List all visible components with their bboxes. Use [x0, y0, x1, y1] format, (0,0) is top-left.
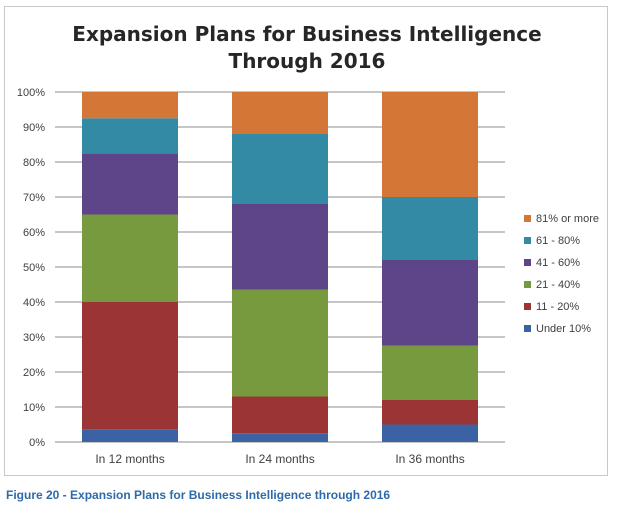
y-tick-label: 20%	[23, 367, 45, 379]
bar-segment	[232, 134, 328, 204]
legend-swatch	[524, 259, 531, 266]
y-tick-label: 70%	[23, 192, 45, 204]
bar-segment	[232, 396, 328, 434]
chart-title-line-2: Through 2016	[228, 49, 386, 73]
bar-segment	[382, 260, 478, 346]
stacked-bar-chart: 0% 10% 20% 30% 40% 50% 60% 70% 80% 90% 100% In 12 m…	[17, 87, 599, 466]
bar-segment	[382, 92, 478, 197]
legend-swatch	[524, 325, 531, 332]
legend-swatch	[524, 281, 531, 288]
chart-title-line-1: Expansion Plans for Business Intelligenc…	[72, 22, 542, 46]
y-tick-label: 40%	[23, 297, 45, 309]
bar-segment	[82, 214, 178, 302]
legend-swatch	[524, 237, 531, 244]
bar-segment	[82, 429, 178, 442]
legend-label: 81% or more	[536, 213, 599, 225]
bar-segment	[232, 433, 328, 442]
legend-swatch	[524, 215, 531, 222]
legend-label: 11 - 20%	[536, 301, 579, 313]
bar-segment	[232, 289, 328, 397]
legend-label: 41 - 60%	[536, 257, 580, 269]
chart-title: Expansion Plans for Business Intelligenc…	[5, 21, 609, 75]
bar-segment	[232, 204, 328, 290]
bar-segment	[82, 153, 178, 215]
figure-caption: Figure 20 - Expansion Plans for Business…	[6, 488, 391, 502]
y-tick-label: 90%	[23, 122, 45, 134]
y-tick-label: 0%	[29, 437, 45, 449]
y-tick-label: 100%	[17, 87, 45, 99]
bar-segment	[382, 424, 478, 442]
y-tick-label: 80%	[23, 157, 45, 169]
y-tick-label: 60%	[23, 227, 45, 239]
legend-label: 61 - 80%	[536, 235, 580, 247]
bar-segment	[232, 92, 328, 134]
bar-segment	[82, 92, 178, 119]
y-tick-label: 50%	[23, 262, 45, 274]
bar-segment	[382, 345, 478, 400]
bar-segment	[82, 302, 178, 430]
legend-swatch	[524, 303, 531, 310]
y-tick-label: 10%	[23, 402, 45, 414]
legend-label: Under 10%	[536, 323, 591, 335]
x-tick-label: In 12 months	[95, 452, 164, 466]
bar-segment	[382, 197, 478, 260]
x-tick-label: In 36 months	[395, 452, 464, 466]
legend-label: 21 - 40%	[536, 279, 580, 291]
bar-segment	[82, 118, 178, 154]
bar-segment	[382, 400, 478, 425]
y-tick-label: 30%	[23, 332, 45, 344]
x-tick-label: In 24 months	[245, 452, 314, 466]
